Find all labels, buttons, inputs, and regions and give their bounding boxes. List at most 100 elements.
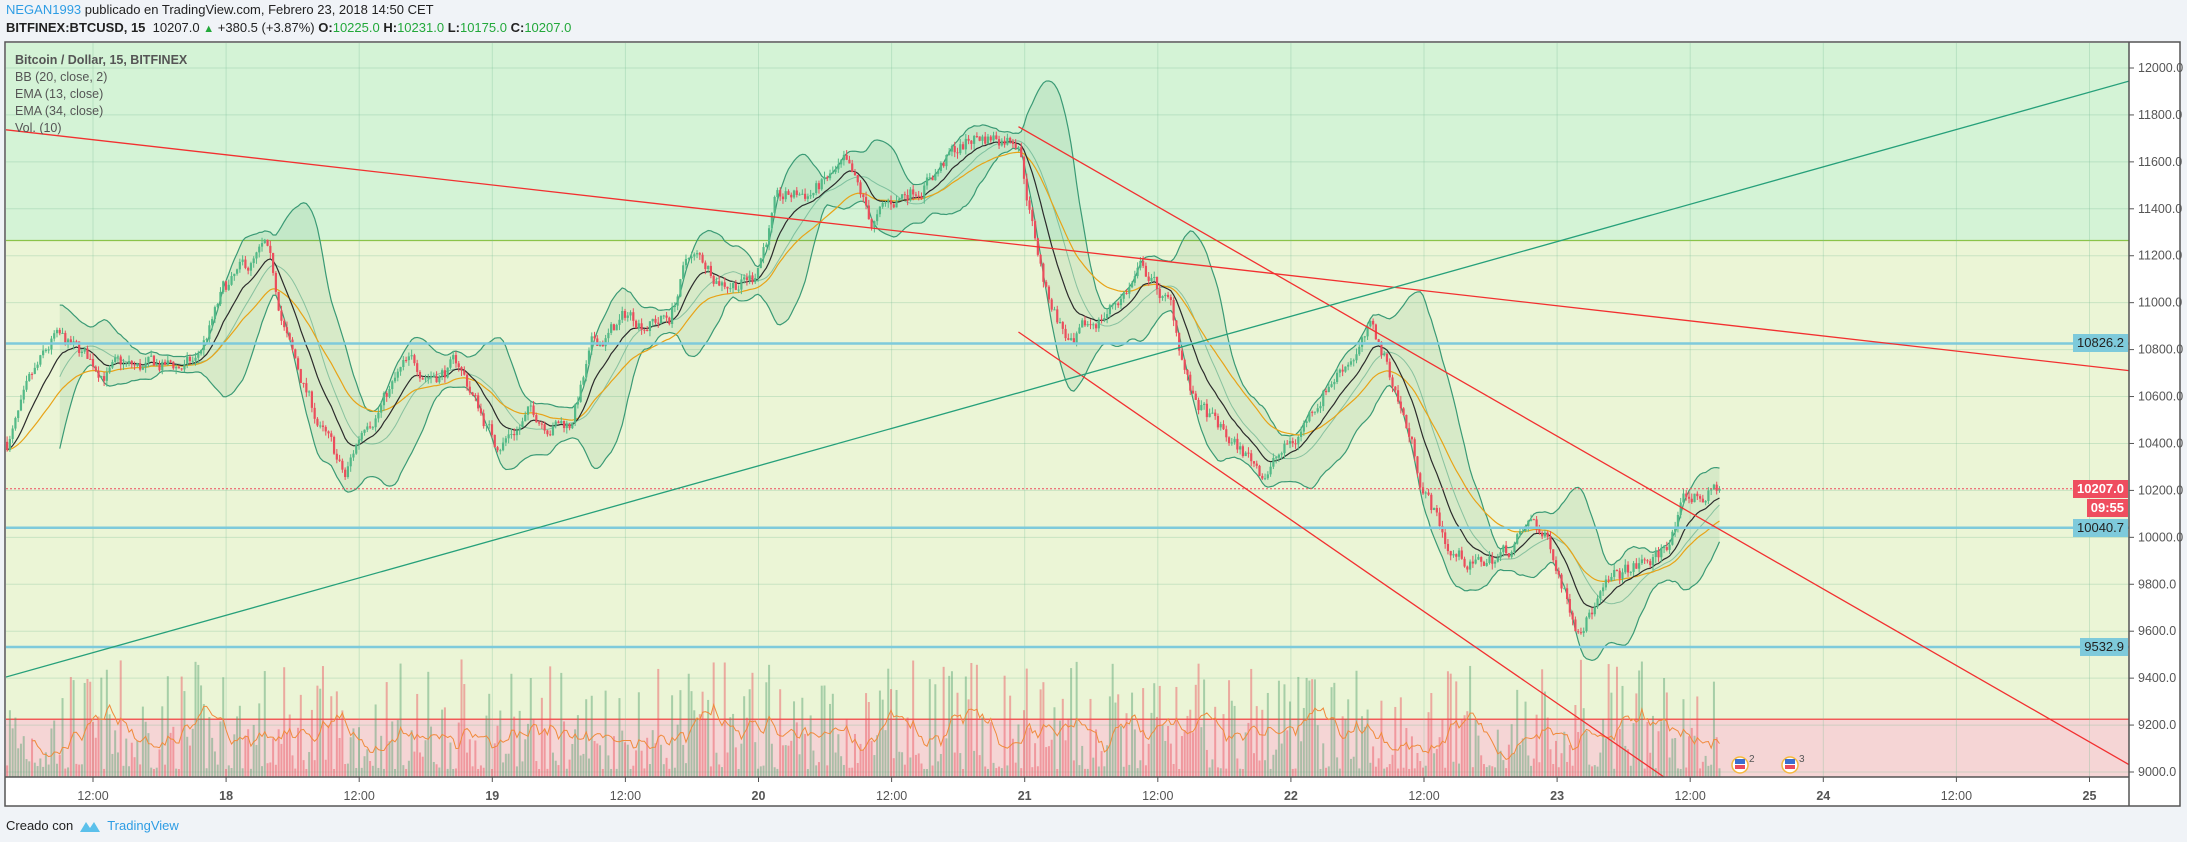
candle-body bbox=[341, 460, 344, 470]
volume-bar bbox=[177, 768, 180, 777]
volume-bar bbox=[510, 673, 513, 777]
volume-bar bbox=[1247, 722, 1250, 777]
volume-bar bbox=[527, 723, 530, 777]
volume-bar bbox=[1638, 670, 1641, 777]
candle-body bbox=[441, 370, 444, 377]
volume-bar bbox=[352, 728, 355, 777]
candle-body bbox=[1474, 559, 1477, 564]
candle-body bbox=[1682, 493, 1685, 503]
candle-body bbox=[374, 418, 377, 428]
candle-body bbox=[175, 367, 178, 369]
volume-bar bbox=[521, 761, 524, 777]
close-label: C: bbox=[510, 20, 525, 35]
legend-ema34[interactable]: EMA (34, close) bbox=[15, 104, 104, 118]
candle-body bbox=[272, 252, 275, 273]
volume-bar bbox=[840, 756, 843, 777]
volume-bar bbox=[1203, 679, 1206, 777]
volume-bar bbox=[1186, 715, 1189, 777]
volume-bar bbox=[995, 768, 998, 777]
tradingview-link[interactable]: TradingView bbox=[107, 818, 179, 833]
candle-body bbox=[482, 413, 485, 427]
volume-bar bbox=[452, 768, 455, 777]
candle-body bbox=[1563, 588, 1566, 590]
legend-bb[interactable]: BB (20, close, 2) bbox=[15, 70, 108, 84]
candle-body bbox=[488, 424, 491, 426]
candle-body bbox=[1352, 360, 1355, 362]
candle-body bbox=[682, 265, 685, 280]
volume-bar bbox=[1064, 740, 1067, 777]
volume-bar bbox=[798, 754, 801, 777]
candle-body bbox=[1313, 411, 1317, 413]
candle-body bbox=[1488, 556, 1491, 564]
candle-body bbox=[241, 259, 244, 262]
candle-body bbox=[1618, 570, 1621, 579]
volume-bar bbox=[1591, 766, 1594, 777]
volume-bar bbox=[1280, 743, 1283, 777]
time-tick-label: 25 bbox=[2083, 789, 2097, 803]
volume-bar bbox=[1053, 707, 1056, 777]
candle-body bbox=[396, 371, 399, 378]
time-tick-label: 12:00 bbox=[610, 789, 641, 803]
candle-body bbox=[183, 364, 186, 370]
volume-bar bbox=[851, 767, 854, 777]
volume-bar bbox=[1607, 664, 1610, 777]
volume-bar bbox=[1250, 668, 1253, 777]
candle-body bbox=[17, 410, 20, 419]
volume-bar bbox=[646, 737, 649, 777]
candle-body bbox=[1624, 564, 1627, 573]
candle-body bbox=[474, 395, 477, 397]
candle-body bbox=[1643, 559, 1646, 561]
event-flag-icon[interactable]: 2 bbox=[1731, 754, 1755, 774]
volume-bar bbox=[1427, 712, 1430, 777]
candle-body bbox=[917, 195, 920, 197]
candle-body bbox=[560, 421, 563, 424]
candle-body bbox=[992, 135, 995, 141]
candle-body bbox=[499, 450, 502, 452]
trendline-red bbox=[1018, 126, 2129, 766]
candle-body bbox=[47, 349, 50, 351]
author-link[interactable]: NEGAN1993 bbox=[6, 2, 82, 17]
candle-body bbox=[1496, 557, 1499, 562]
candle-body bbox=[89, 358, 92, 360]
event-flag-icon[interactable]: 3 bbox=[1781, 754, 1805, 774]
candle-body bbox=[1469, 561, 1472, 570]
price-axis[interactable]: 12000.0 11800.0 11600.0 11400.0 11200.0 11000… bbox=[2129, 61, 2183, 779]
candle-body bbox=[166, 360, 169, 365]
candle-body bbox=[787, 191, 790, 195]
candle-body bbox=[1712, 484, 1716, 490]
volume-bar bbox=[216, 764, 219, 777]
candle-body bbox=[1261, 475, 1264, 479]
candle-body bbox=[180, 368, 183, 370]
candle-body bbox=[1078, 327, 1081, 334]
volume-bar bbox=[1566, 761, 1569, 777]
volume-bar bbox=[1239, 768, 1242, 777]
candle-body bbox=[283, 320, 286, 328]
candle-body bbox=[127, 360, 131, 364]
candle-body bbox=[1552, 549, 1555, 561]
candle-body bbox=[1277, 454, 1281, 458]
volume-bar bbox=[308, 752, 311, 777]
candle-body bbox=[1413, 439, 1416, 457]
volume-bars bbox=[6, 659, 1721, 777]
volume-bar bbox=[926, 768, 929, 777]
candle-body bbox=[338, 459, 341, 461]
volume-bar bbox=[682, 744, 685, 777]
candle-body bbox=[618, 319, 621, 325]
legend-volume[interactable]: Vol. (10) bbox=[15, 121, 62, 135]
candle-body bbox=[357, 439, 361, 445]
time-axis[interactable]: 12:00 18 12:00 19 12:00 20 12:00 21 12:00 22 12:00… bbox=[77, 777, 2096, 803]
volume-bar bbox=[266, 763, 269, 777]
volume-bar bbox=[912, 660, 915, 777]
legend-ema13[interactable]: EMA (13, close) bbox=[15, 87, 104, 101]
candle-body bbox=[1025, 178, 1028, 201]
candle-body bbox=[1291, 441, 1294, 444]
plot-area[interactable] bbox=[6, 43, 2129, 777]
volume-bar bbox=[341, 710, 344, 777]
volume-bar bbox=[1189, 709, 1192, 777]
price-change: +380.5 (+3.87%) bbox=[217, 20, 315, 35]
low-value: 10175.0 bbox=[459, 20, 507, 35]
volume-bar bbox=[1300, 741, 1303, 777]
zone-middle bbox=[6, 240, 2129, 720]
